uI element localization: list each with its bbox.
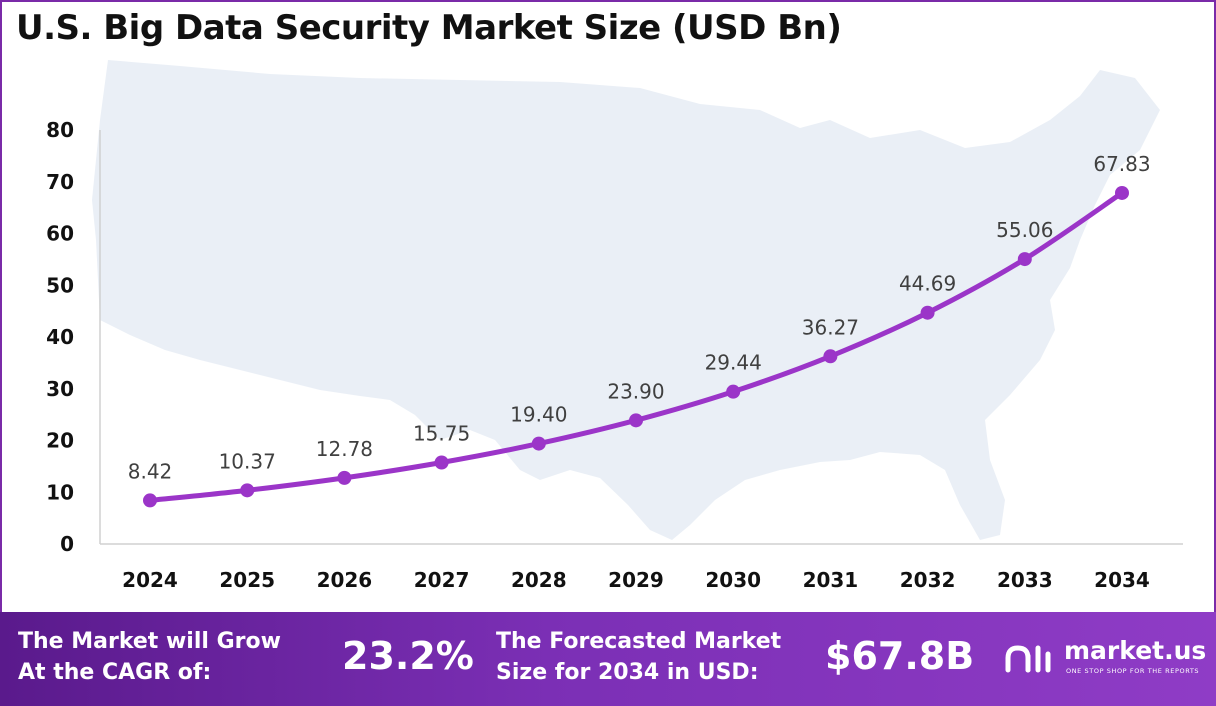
x-tick-label: 2026 [317,568,373,592]
data-label: 15.75 [413,421,470,445]
data-label: 19.40 [510,403,567,427]
y-tick-label: 0 [60,532,74,556]
cagr-label: The Market will Grow At the CAGR of: [18,629,281,685]
brand-tagline: ONE STOP SHOP FOR THE REPORTS [1066,667,1200,675]
data-point [726,384,741,399]
data-label: 10.37 [219,449,276,473]
data-point [143,493,157,508]
data-point [1115,185,1129,200]
data-point [629,413,643,428]
x-tick-label: 2031 [803,568,859,592]
data-label: 12.78 [316,437,373,461]
y-tick-label: 30 [46,377,74,401]
summary-footer: The Market will Grow At the CAGR of: 23.… [0,612,1216,706]
cagr-value: 23.2% [342,634,474,678]
x-tick-label: 2033 [997,568,1053,592]
data-point [823,349,838,364]
x-tick-label: 2034 [1094,568,1150,592]
data-point [531,436,546,451]
x-tick-label: 2025 [219,568,275,592]
series-line [147,190,1125,503]
data-label: 55.06 [996,218,1053,242]
data-point [1017,252,1032,267]
data-point [240,483,255,498]
brand-name: market.us [1064,636,1207,665]
y-tick-label: 60 [46,222,74,246]
x-tick-label: 2024 [122,568,178,592]
x-tick-label: 2028 [511,568,567,592]
data-label: 29.44 [705,351,762,375]
market-us-logo-icon [1005,645,1051,673]
x-tick-label: 2029 [608,568,664,592]
data-label: 8.42 [128,459,173,483]
data-label: 67.83 [1093,152,1150,176]
y-tick-label: 50 [46,273,74,297]
data-label: 23.90 [607,379,664,403]
brand-logo[interactable]: market.us ONE STOP SHOP FOR THE REPORTS [1004,636,1214,686]
y-tick-label: 20 [46,429,74,453]
chart-title: U.S. Big Data Security Market Size (USD … [16,8,842,48]
y-tick-label: 10 [46,480,74,504]
data-label: 36.27 [802,315,859,339]
x-tick-label: 2027 [414,568,470,592]
data-point [920,305,935,320]
data-point [337,470,352,485]
x-tick-label: 2032 [900,568,956,592]
data-label: 44.69 [899,272,956,296]
us-map-icon [92,60,1160,540]
y-tick-label: 80 [46,118,74,142]
x-tick-label: 2030 [705,568,761,592]
data-point [434,455,449,470]
forecast-value: $67.8B [825,634,975,678]
y-tick-label: 40 [46,325,74,349]
y-tick-label: 70 [46,170,74,194]
forecast-label: The Forecasted Market Size for 2034 in U… [496,629,782,685]
